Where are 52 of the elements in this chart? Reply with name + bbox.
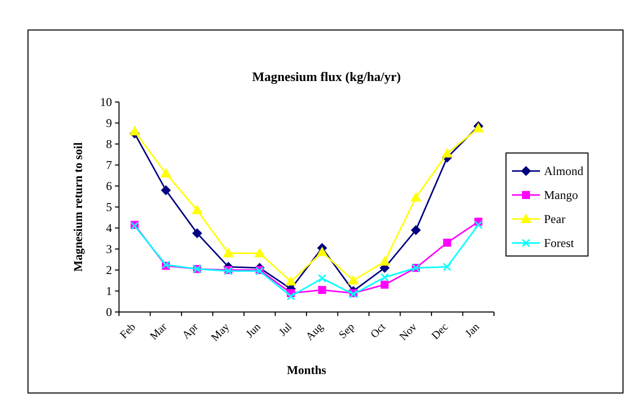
point bbox=[442, 148, 453, 158]
point bbox=[318, 274, 326, 283]
x-tick-label: Jun bbox=[244, 320, 264, 340]
point bbox=[160, 185, 171, 196]
point bbox=[254, 248, 266, 258]
chart-title: Magnesium flux (kg/ha/yr) bbox=[252, 69, 401, 84]
point bbox=[285, 276, 296, 286]
y-tick-label: 3 bbox=[106, 242, 112, 256]
x-tick-label: Oct bbox=[368, 321, 388, 341]
x-tick-label: May bbox=[209, 320, 232, 344]
x-tick-label: Sep bbox=[336, 320, 358, 342]
y-tick-label: 5 bbox=[106, 200, 112, 214]
point bbox=[379, 256, 390, 266]
point bbox=[348, 275, 359, 284]
y-tick-label: 4 bbox=[106, 221, 112, 236]
x-tick-label: Feb bbox=[118, 320, 139, 342]
x-axis-title: Months bbox=[286, 363, 326, 377]
y-tick-label: 2 bbox=[106, 263, 112, 278]
legend-label: Mango bbox=[544, 188, 578, 202]
point bbox=[380, 280, 389, 289]
x-tick-label: Dec bbox=[430, 321, 451, 342]
legend-label: Almond bbox=[544, 164, 584, 178]
y-tick-label: 8 bbox=[106, 137, 112, 152]
y-tick-label: 0 bbox=[106, 305, 112, 320]
y-tick-label: 10 bbox=[100, 95, 112, 110]
y-tick-label: 6 bbox=[106, 179, 112, 194]
point bbox=[316, 246, 328, 256]
legend-label: Forest bbox=[544, 236, 575, 250]
point bbox=[318, 286, 326, 294]
point bbox=[192, 228, 202, 238]
point bbox=[410, 192, 422, 202]
point bbox=[442, 262, 452, 272]
point bbox=[192, 204, 203, 214]
point bbox=[222, 248, 234, 258]
x-tick-label: Aug bbox=[304, 320, 326, 343]
x-tick-label: Jul bbox=[276, 321, 294, 339]
point bbox=[129, 126, 140, 136]
point bbox=[286, 292, 296, 300]
legend-label: Pear bbox=[544, 212, 566, 226]
x-tick-label: Jan bbox=[463, 320, 482, 340]
point bbox=[410, 225, 421, 236]
x-tick-label: Apr bbox=[180, 320, 201, 342]
y-tick-label: 7 bbox=[106, 158, 112, 172]
point bbox=[380, 273, 389, 282]
y-tick-label: 1 bbox=[106, 284, 112, 298]
y-axis-title: Magnesium return to soil bbox=[71, 142, 85, 272]
point bbox=[160, 168, 172, 178]
point bbox=[474, 220, 483, 230]
y-tick-label: 9 bbox=[106, 116, 112, 130]
point bbox=[443, 238, 452, 247]
x-tick-label: Nov bbox=[398, 320, 420, 343]
x-tick-label: Mar bbox=[148, 320, 170, 343]
